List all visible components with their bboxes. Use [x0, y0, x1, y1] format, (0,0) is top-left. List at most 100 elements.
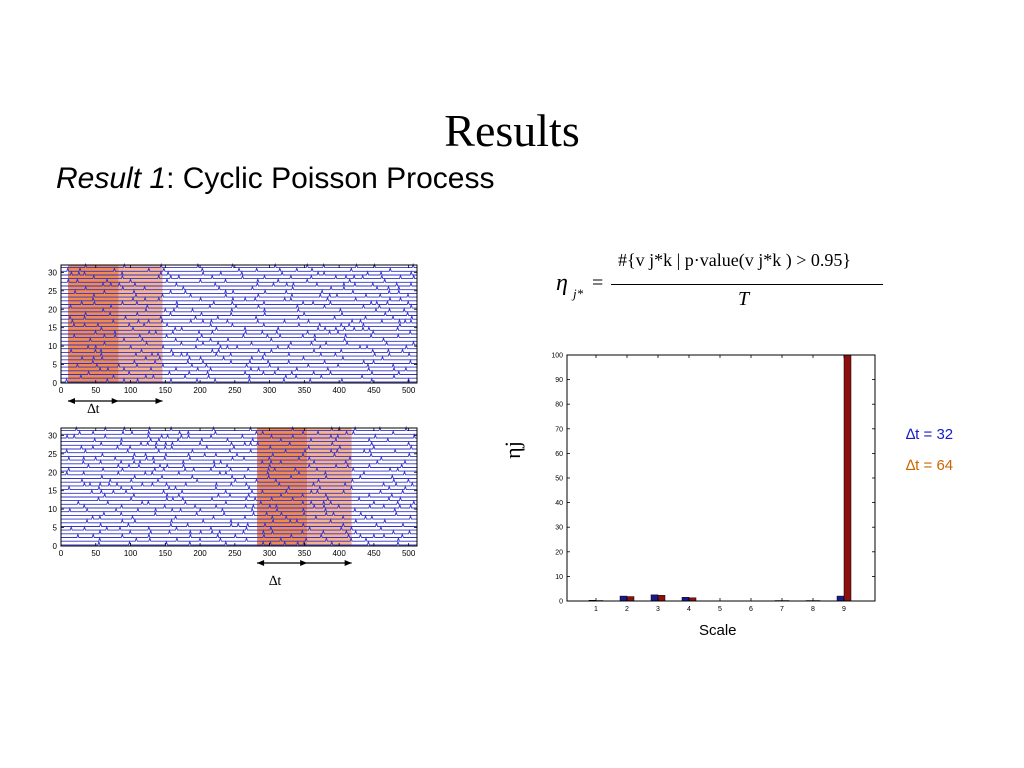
raster2-ytick-label: 15	[48, 487, 57, 496]
raster2-spike-train	[61, 466, 417, 472]
raster2-spike-train	[61, 473, 417, 479]
raster2-xtick-label: 500	[402, 549, 416, 558]
bar-xtick-label: 9	[842, 606, 846, 613]
raster2-spike-train	[61, 525, 417, 531]
raster2-spike-train	[61, 459, 417, 465]
bar-ytick-label: 80	[555, 402, 563, 409]
subtitle-rest: : Cyclic Poisson Process	[166, 162, 495, 195]
raster1-arrow-head-mid	[111, 398, 119, 404]
bar-s2-cat9	[843, 354, 852, 602]
raster1-spike-train	[61, 266, 417, 272]
raster2-ytick-label: 5	[53, 524, 58, 533]
raster2-spike-train	[61, 510, 417, 516]
raster1-ytick-label: 15	[48, 324, 57, 333]
formula-fraction-bar	[611, 284, 883, 285]
raster2-xtick-label: 450	[367, 549, 381, 558]
raster2-xtick-label: 0	[59, 549, 64, 558]
raster1-spike-train	[61, 299, 417, 305]
bar-xtick-label: 5	[718, 606, 722, 613]
bar-ytick-label: 70	[555, 426, 563, 433]
bar-xtick-label: 1	[594, 606, 598, 613]
raster1-spike-train	[61, 281, 417, 287]
bar-ytick-label: 10	[555, 574, 563, 581]
bar-ytick-label: 50	[555, 476, 563, 483]
raster2-spike-train	[61, 447, 417, 454]
raster1-spike-train	[61, 366, 417, 372]
bar-xtick-label: 3	[656, 606, 660, 613]
bar-s1-cat4	[681, 597, 690, 602]
raster2-ytick-label: 30	[48, 431, 57, 440]
bar-s2-cat2	[626, 596, 635, 602]
bar-xtick-label: 7	[780, 606, 784, 613]
raster1-xtick-label: 150	[159, 386, 173, 395]
raster1-spike-train	[61, 296, 417, 302]
raster2-spike-train	[61, 488, 417, 494]
raster1-spike-train	[61, 332, 417, 339]
raster2-arrow-head-right	[344, 560, 352, 566]
bar-ytick-label: 0	[559, 599, 563, 606]
raster1-spike-train	[61, 307, 417, 313]
raster2-spike-train	[61, 429, 417, 435]
raster1-spike-train	[61, 288, 417, 294]
raster1-spike-train	[61, 318, 417, 324]
raster2-xtick-label: 100	[124, 549, 138, 558]
raster1-spike-train	[61, 347, 417, 353]
formula-eta-subscript: j*	[573, 286, 584, 301]
bar-xtick-label: 6	[749, 606, 753, 613]
raster2-spike-train	[61, 455, 417, 461]
bar-xlabel: Scale	[699, 622, 737, 639]
raster1-xtick-label: 100	[124, 386, 138, 395]
raster1-spike-train	[61, 329, 417, 335]
bar-ytick-label: 40	[555, 500, 563, 507]
raster1-spike-train	[61, 340, 417, 346]
raster2-spike-train	[61, 506, 417, 513]
raster1-spike-train	[61, 351, 417, 357]
bar-s2-cat3	[657, 595, 666, 602]
raster2-xtick-label: 250	[228, 549, 242, 558]
raster2-spike-train	[61, 514, 417, 520]
raster1-xtick-label: 300	[263, 386, 277, 395]
raster1-spike-train	[61, 336, 417, 342]
raster2-spike-train	[61, 462, 417, 468]
raster1-spike-train	[61, 355, 417, 361]
raster1-ytick-label: 30	[48, 268, 57, 277]
raster2-spike-train	[61, 532, 417, 538]
raster1-arrow-head-right	[155, 398, 163, 404]
raster2-spike-train	[61, 499, 417, 505]
raster1-spike-train	[61, 343, 417, 350]
raster2-xtick-label: 50	[91, 549, 100, 558]
raster1-xtick-label: 400	[332, 386, 346, 395]
raster1-arrow-head-left	[67, 398, 75, 404]
bar-s1-cat3	[650, 594, 659, 602]
raster2-spike-train	[61, 444, 417, 450]
bar-xtick-label: 8	[811, 606, 815, 613]
bar-xtick-label: 2	[625, 606, 629, 613]
raster2-spike-train	[61, 477, 417, 483]
raster1-spike-train	[61, 325, 417, 331]
raster2-spike-train	[61, 451, 417, 457]
formula-equals: =	[592, 272, 604, 294]
raster2-ytick-label: 0	[53, 542, 58, 551]
raster2-spike-train	[61, 436, 417, 443]
raster2-xtick-label: 400	[332, 549, 346, 558]
raster1-xtick-label: 350	[298, 386, 312, 395]
raster1-xtick-label: 50	[91, 386, 100, 395]
raster1-ytick-label: 10	[48, 342, 57, 351]
raster2-ytick-label: 25	[48, 450, 57, 459]
raster2-xtick-label: 150	[159, 549, 173, 558]
bar-frame	[566, 354, 876, 602]
raster1-spike-train	[61, 310, 417, 316]
raster1-xtick-label: 0	[59, 386, 64, 395]
raster1-ytick-label: 0	[53, 379, 58, 388]
raster1-xtick-label: 500	[402, 386, 416, 395]
raster2-arrow-head-mid	[300, 560, 308, 566]
raster1-spike-train	[61, 377, 417, 383]
raster2-xtick-label: 350	[298, 549, 312, 558]
raster2-spike-train	[61, 440, 417, 446]
raster2-arrow-label: ∆t	[269, 574, 282, 589]
raster1-ytick-label: 5	[53, 361, 58, 370]
raster2-arrow-head-left	[257, 560, 265, 566]
legend-dt64: ∆t = 64	[906, 457, 954, 474]
raster1-frame	[60, 264, 418, 384]
